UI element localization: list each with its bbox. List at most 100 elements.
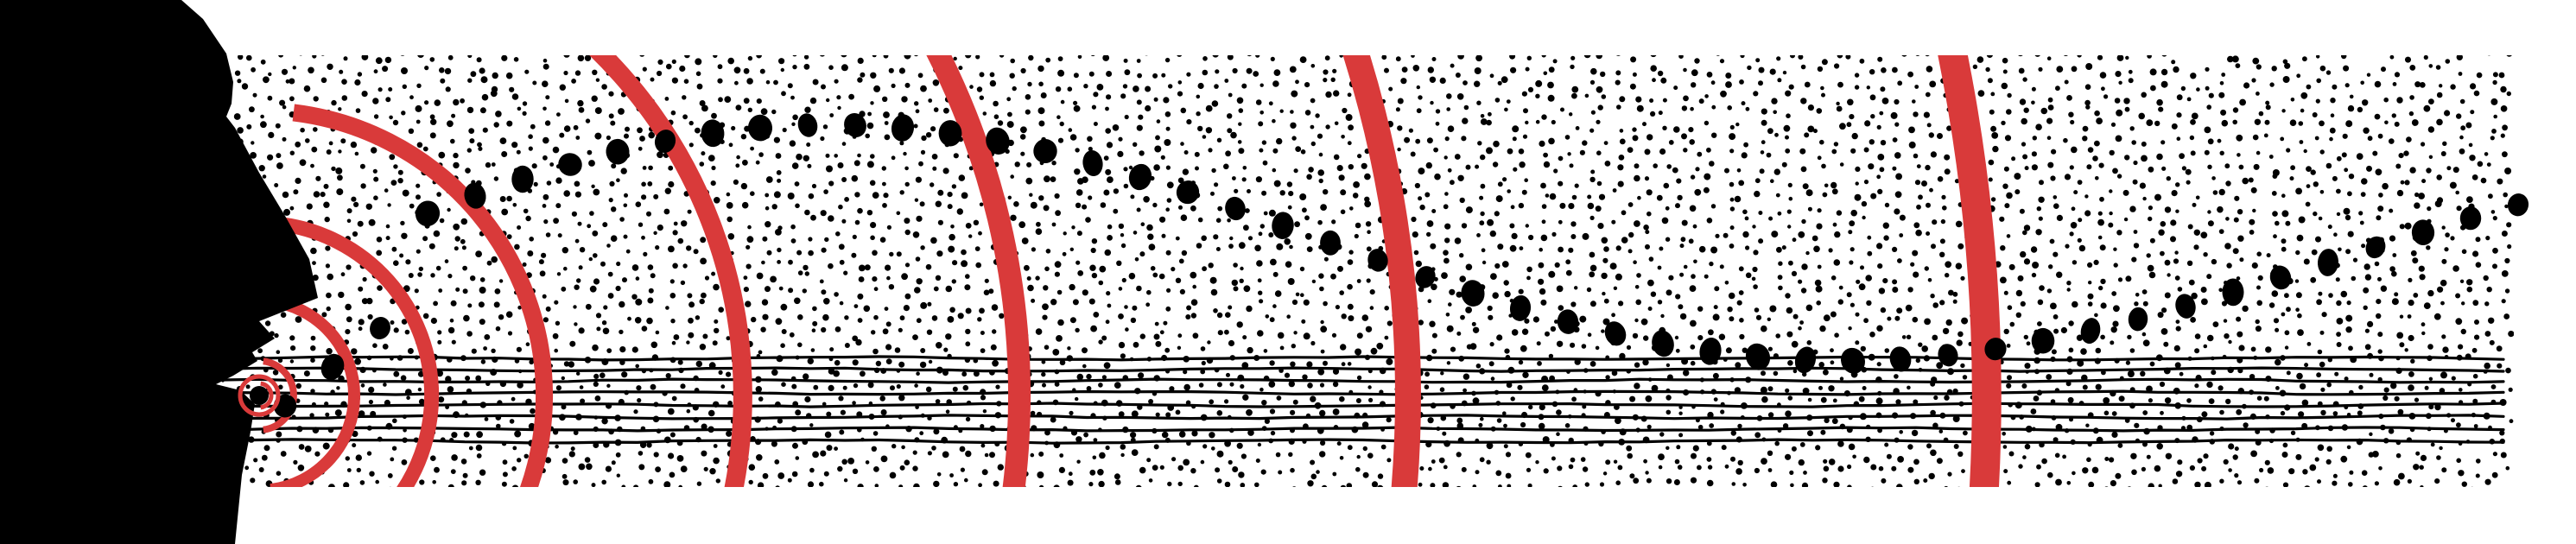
- stipple-dot: [728, 142, 733, 148]
- stipple-dot: [2019, 208, 2025, 214]
- stipple-dot: [740, 134, 747, 140]
- stipple-dot: [1289, 66, 1297, 73]
- path-dot: [747, 114, 773, 142]
- stipple-dot: [1831, 418, 1838, 425]
- stipple-dot: [561, 286, 567, 292]
- stipple-dot: [1697, 424, 1704, 430]
- stipple-dot: [1339, 290, 1344, 295]
- stipple-dot: [1897, 456, 1905, 463]
- stipple-dot: [2377, 206, 2384, 212]
- stipple-dot: [688, 120, 694, 126]
- stipple-dot: [481, 93, 489, 101]
- stipple-dot: [2488, 317, 2495, 324]
- stipple-dot: [686, 340, 690, 345]
- stipple-dot: [392, 119, 399, 126]
- stipple-dot: [1197, 217, 1203, 223]
- stipple-dot: [490, 90, 498, 98]
- stipple-dot: [2466, 279, 2473, 286]
- stipple-dot: [2336, 155, 2342, 161]
- stipple-dot: [1270, 56, 1275, 61]
- stipple-dot: [2064, 55, 2068, 56]
- stipple-dot: [1801, 482, 1809, 487]
- stipple-dot: [1258, 121, 1264, 127]
- stipple-dot: [885, 358, 892, 364]
- stipple-dot: [1116, 260, 1122, 266]
- stipple-dot: [1615, 480, 1621, 485]
- stipple-dot: [2427, 126, 2435, 133]
- stipple-dot: [417, 387, 422, 392]
- stipple-dot: [950, 225, 955, 229]
- stipple-dot: [1532, 316, 1539, 323]
- stipple-dot: [1020, 67, 1026, 74]
- stipple-dot: [608, 198, 613, 203]
- stipple-dot: [2053, 195, 2058, 199]
- stipple-dot: [608, 113, 614, 119]
- stipple-dot: [1615, 79, 1621, 85]
- stipple-dot: [1424, 192, 1431, 198]
- stipple-dot: [260, 59, 266, 65]
- stipple-dot: [1055, 86, 1062, 92]
- stipple-dot: [1678, 304, 1684, 310]
- stipple-dot: [1543, 152, 1548, 158]
- stipple-dot: [314, 451, 320, 457]
- stipple-dot: [1274, 290, 1282, 297]
- stipple-dot: [1741, 101, 1746, 106]
- stipple-dot: [2020, 300, 2026, 307]
- stipple-dot: [1850, 302, 1855, 307]
- stipple-dot: [1866, 85, 1870, 90]
- stipple-dot: [1475, 164, 1480, 169]
- stipple-dot: [578, 327, 585, 334]
- stipple-dot: [1913, 111, 1919, 117]
- stipple-dot: [418, 266, 423, 272]
- stipple-dot: [872, 348, 879, 355]
- stipple-dot: [904, 229, 910, 236]
- stipple-dot: [668, 452, 675, 459]
- stipple-dot: [1295, 146, 1302, 153]
- stipple-dot: [409, 203, 415, 209]
- stipple-dot: [707, 155, 715, 162]
- stipple-dot: [258, 467, 264, 472]
- stipple-dot: [1944, 485, 1949, 487]
- stipple-dot: [1647, 307, 1653, 311]
- stipple-dot: [1323, 78, 1328, 83]
- stipple-dot: [1807, 430, 1813, 437]
- stipple-dot: [2451, 376, 2456, 381]
- stipple-dot: [388, 87, 393, 92]
- stipple-dot: [1597, 223, 1604, 230]
- stipple-dot: [726, 202, 733, 209]
- stipple-dot: [1729, 206, 1735, 212]
- stipple-dot: [400, 55, 405, 56]
- stipple-dot: [2473, 424, 2478, 428]
- stipple-dot: [2456, 458, 2461, 464]
- path-dot: [1367, 249, 1388, 272]
- stipple-dot: [2225, 180, 2231, 187]
- stipple-dot: [2503, 192, 2508, 198]
- stipple-dot: [1862, 215, 1866, 220]
- stipple-dot: [2349, 470, 2354, 475]
- stipple-dot: [416, 119, 421, 124]
- stipple-dot: [1859, 58, 1865, 64]
- stipple-dot: [1361, 314, 1369, 321]
- stipple-dot: [2451, 418, 2455, 423]
- stipple-dot: [251, 66, 256, 73]
- stipple-dot: [2191, 292, 2198, 300]
- stipple-dot: [2369, 432, 2373, 436]
- stipple-dot: [1899, 214, 1906, 221]
- stipple-dot: [2066, 481, 2072, 485]
- stipple-dot: [1183, 150, 1189, 155]
- stipple-dot: [283, 208, 290, 216]
- stipple-dot: [1788, 84, 1794, 90]
- stipple-dot: [1742, 231, 1749, 238]
- stipple-dot: [2186, 180, 2191, 185]
- stipple-dot: [2414, 397, 2420, 402]
- stipple-dot: [555, 385, 562, 391]
- stipple-dot: [594, 132, 602, 140]
- stipple-dot: [1443, 204, 1449, 210]
- stipple-dot: [1139, 150, 1145, 156]
- stipple-dot: [1323, 189, 1329, 195]
- stipple-dot: [680, 465, 688, 472]
- stipple-dot: [1704, 173, 1711, 180]
- stipple-dot: [870, 222, 877, 229]
- stipple-dot: [542, 317, 549, 323]
- stipple-dot: [2174, 362, 2181, 369]
